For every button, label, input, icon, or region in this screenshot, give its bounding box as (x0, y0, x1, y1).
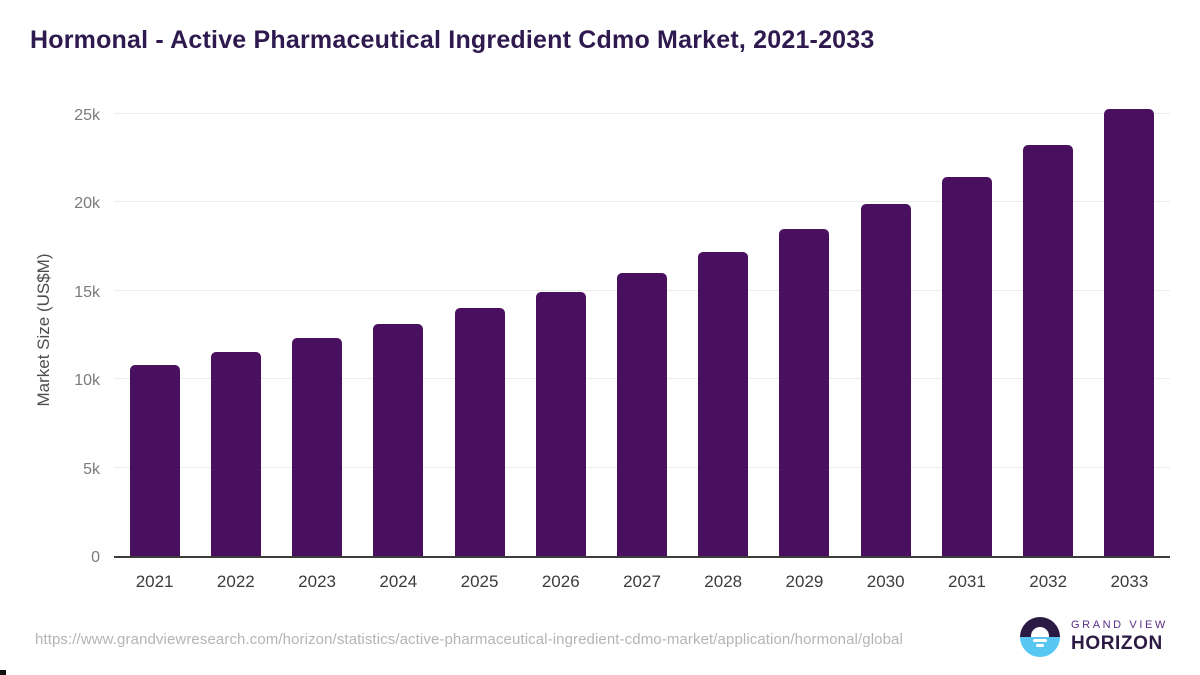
x-tick-label: 2021 (135, 572, 174, 591)
chart-title: Hormonal - Active Pharmaceutical Ingredi… (30, 26, 875, 54)
x-tick-label: 2030 (866, 572, 905, 591)
x-tick-label: 2025 (460, 572, 499, 591)
logo-dash (1033, 639, 1047, 643)
x-tick-label: 2027 (623, 572, 661, 591)
y-tick-label: 25k (74, 106, 100, 124)
x-tick-label: 2029 (785, 572, 824, 591)
x-tick-label: 2032 (1029, 572, 1068, 591)
bar-2027 (617, 272, 667, 556)
x-tick-label: 2028 (704, 572, 743, 591)
x-tick-label: 2023 (298, 572, 336, 591)
y-tick-label: 20k (74, 195, 100, 212)
x-tick-label: 2022 (216, 572, 255, 591)
logo-product-name: HORIZON (1071, 633, 1163, 654)
gridline (114, 112, 1170, 114)
bar-2023 (292, 338, 343, 556)
bar-2031 (941, 177, 992, 556)
x-tick-label: 2024 (379, 572, 418, 591)
logo-dash (1036, 643, 1044, 647)
corner-artifact (0, 670, 6, 675)
bar-2033 (1104, 109, 1155, 556)
bar-2032 (1023, 144, 1074, 556)
y-tick-label: 10k (74, 372, 100, 389)
bar-2021 (129, 364, 180, 556)
bar-2022 (210, 352, 261, 556)
logo-text: GRAND VIEW HORIZON (1071, 619, 1168, 655)
grand-view-horizon-logo: GRAND VIEW HORIZON (1020, 617, 1168, 657)
y-tick-label: 5k (83, 460, 100, 478)
bar-2028 (698, 251, 749, 556)
bar-2029 (779, 229, 830, 556)
bar-2026 (535, 292, 586, 556)
y-axis-labels: 0 5k 10k 15k 20k 25k (0, 90, 100, 566)
x-axis-labels: 2021 2022 2023 2024 2025 2026 2027 2028 2029 2030… (114, 566, 1170, 594)
x-tick-label: 2026 (541, 572, 580, 591)
plot-area (114, 90, 1170, 558)
y-tick-label: 0 (91, 549, 100, 566)
x-tick-label: 2031 (947, 572, 986, 591)
source-url[interactable]: https://www.grandviewresearch.com/horizo… (35, 631, 903, 648)
logo-dome-shape (1031, 627, 1049, 638)
gridline (114, 201, 1170, 202)
bar-2024 (373, 324, 424, 556)
bar-2025 (454, 308, 505, 556)
bar-2030 (860, 203, 911, 556)
logo-brand-name: GRAND VIEW (1071, 619, 1168, 631)
x-tick-label: 2033 (1110, 572, 1149, 591)
horizon-logo-icon (1020, 617, 1060, 657)
y-tick-label: 15k (74, 283, 100, 301)
